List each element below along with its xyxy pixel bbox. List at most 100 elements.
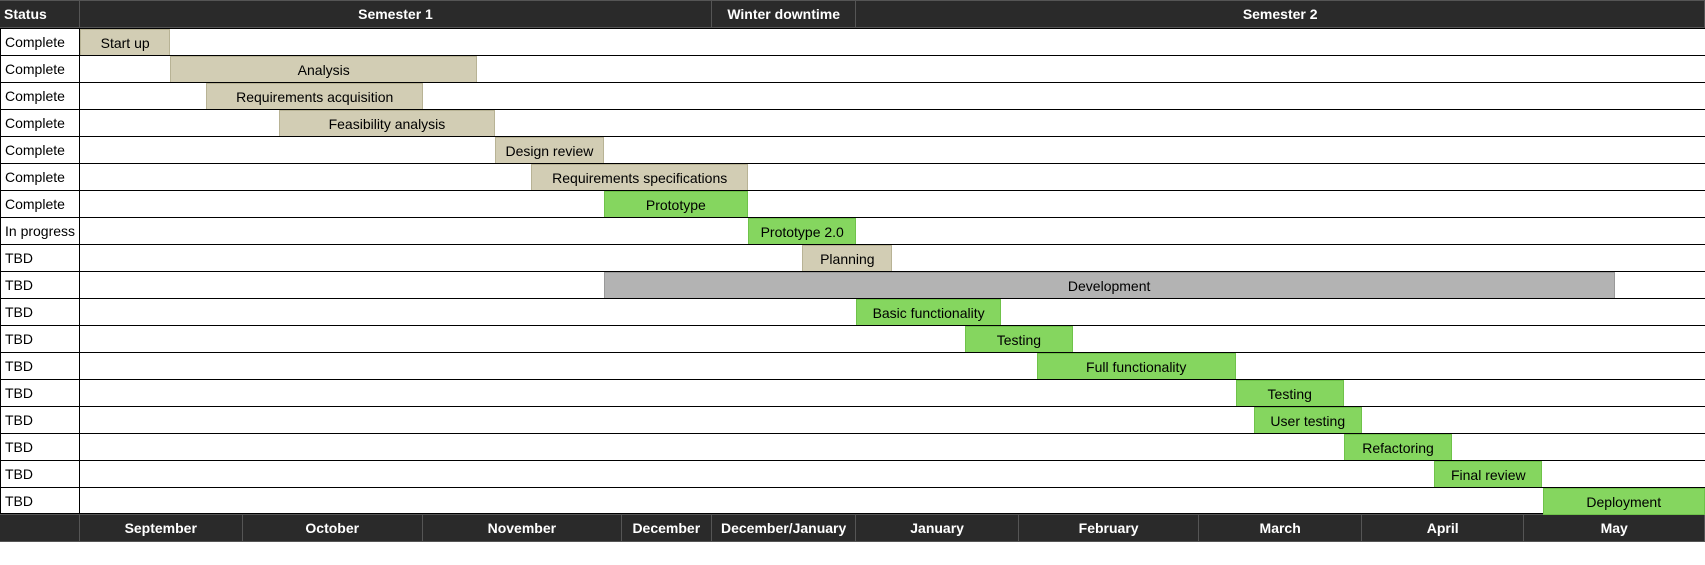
gantt-bar-label: Requirements acquisition <box>236 89 393 105</box>
gantt-bar: Planning <box>802 245 892 272</box>
gantt-row-track: Testing <box>80 380 1705 406</box>
gantt-bar: Prototype <box>604 191 748 218</box>
status-cell: In progress <box>0 218 80 244</box>
gantt-row: TBD Refactoring <box>0 433 1705 460</box>
status-cell: TBD <box>0 461 80 487</box>
top-header-sections: Semester 1Winter downtimeSemester 2 <box>80 0 1705 28</box>
gantt-bar: Final review <box>1434 461 1542 488</box>
status-cell: TBD <box>0 326 80 352</box>
gantt-row-track: Deployment <box>80 488 1705 513</box>
bottom-axis-month-label: April <box>1427 520 1459 536</box>
status-header: Status <box>0 0 80 28</box>
gantt-row-track: Design review <box>80 137 1705 163</box>
gantt-row-track: Start up <box>80 29 1705 55</box>
gantt-row-track: Planning <box>80 245 1705 271</box>
gantt-bar-label: Full functionality <box>1086 359 1186 375</box>
gantt-bar-label: Analysis <box>298 62 350 78</box>
bottom-axis-month: September <box>80 514 243 542</box>
status-cell: Complete <box>0 56 80 82</box>
status-cell: Complete <box>0 110 80 136</box>
status-cell: TBD <box>0 434 80 460</box>
gantt-bar: User testing <box>1254 407 1362 434</box>
gantt-bar-label: Prototype 2.0 <box>761 224 844 240</box>
status-cell: Complete <box>0 137 80 163</box>
gantt-row: Complete Analysis <box>0 55 1705 82</box>
gantt-row-track: Full functionality <box>80 353 1705 379</box>
gantt-row: Complete Feasibility analysis <box>0 109 1705 136</box>
gantt-bar: Deployment <box>1543 488 1705 515</box>
bottom-axis-month: April <box>1362 514 1525 542</box>
gantt-chart: Status Semester 1Winter downtimeSemester… <box>0 0 1705 542</box>
gantt-bar: Analysis <box>170 56 477 83</box>
gantt-bar-label: Deployment <box>1586 494 1661 510</box>
gantt-row-track: Basic functionality <box>80 299 1705 325</box>
gantt-row-track: Prototype 2.0 <box>80 218 1705 244</box>
gantt-bottom-axis: SeptemberOctoberNovemberDecemberDecember… <box>0 514 1705 542</box>
bottom-axis-month-label: September <box>125 520 197 536</box>
gantt-row-track: Refactoring <box>80 434 1705 460</box>
gantt-row: Complete Requirements specifications <box>0 163 1705 190</box>
gantt-bar-label: Testing <box>997 332 1041 348</box>
status-cell: Complete <box>0 83 80 109</box>
bottom-axis-month: May <box>1524 514 1705 542</box>
gantt-row: In progress Prototype 2.0 <box>0 217 1705 244</box>
gantt-row: TBD Testing <box>0 325 1705 352</box>
gantt-row: Complete Requirements acquisition <box>0 82 1705 109</box>
gantt-bar: Basic functionality <box>856 299 1000 326</box>
gantt-row: TBD Final review <box>0 460 1705 487</box>
gantt-row-track: Prototype <box>80 191 1705 217</box>
gantt-top-header: Status Semester 1Winter downtimeSemester… <box>0 0 1705 28</box>
gantt-row-track: Testing <box>80 326 1705 352</box>
status-cell: TBD <box>0 245 80 271</box>
gantt-row: TBD Planning <box>0 244 1705 271</box>
gantt-row: Complete Design review <box>0 136 1705 163</box>
gantt-row: TBDFull functionality <box>0 352 1705 379</box>
gantt-row: TBD Basic functionality <box>0 298 1705 325</box>
gantt-bar-label: Testing <box>1268 386 1312 402</box>
bottom-axis-month-label: December <box>632 520 700 536</box>
top-header-section: Semester 2 <box>856 0 1705 28</box>
bottom-axis-month: December/January <box>712 514 856 542</box>
bottom-axis-month: December <box>622 514 712 542</box>
gantt-bar: Refactoring <box>1344 434 1452 461</box>
status-cell: Complete <box>0 164 80 190</box>
gantt-row-track: Analysis <box>80 56 1705 82</box>
gantt-row-track: Requirements specifications <box>80 164 1705 190</box>
bottom-axis-months: SeptemberOctoberNovemberDecemberDecember… <box>80 514 1705 542</box>
gantt-row-track: Requirements acquisition <box>80 83 1705 109</box>
gantt-row-track: Feasibility analysis <box>80 110 1705 136</box>
top-header-section: Winter downtime <box>712 0 856 28</box>
status-cell: TBD <box>0 488 80 513</box>
gantt-bar: Development <box>604 272 1615 299</box>
status-cell: Complete <box>0 191 80 217</box>
gantt-bar: Requirements specifications <box>531 164 748 191</box>
gantt-bar-label: Refactoring <box>1362 440 1434 456</box>
top-header-section-label: Winter downtime <box>727 6 840 22</box>
gantt-row: Complete Prototype <box>0 190 1705 217</box>
status-cell: Complete <box>0 29 80 55</box>
bottom-axis-month: January <box>856 514 1019 542</box>
status-cell: TBD <box>0 407 80 433</box>
status-cell: TBD <box>0 299 80 325</box>
bottom-axis-month-label: February <box>1079 520 1139 536</box>
gantt-body: CompleteStart upCompleteAnalysisComplete… <box>0 28 1705 514</box>
status-cell: TBD <box>0 380 80 406</box>
gantt-row: TBD Deployment <box>0 487 1705 514</box>
gantt-row: TBD User testing <box>0 406 1705 433</box>
gantt-bar-label: Basic functionality <box>873 305 985 321</box>
gantt-bar-label: Requirements specifications <box>552 170 727 186</box>
bottom-axis-month: March <box>1199 514 1362 542</box>
bottom-axis-month-label: May <box>1601 520 1628 536</box>
gantt-bar-label: Design review <box>505 143 593 159</box>
gantt-bar-label: Prototype <box>646 197 706 213</box>
gantt-bar: Feasibility analysis <box>279 110 496 137</box>
gantt-row: TBD Development <box>0 271 1705 298</box>
bottom-axis-month-label: December/January <box>721 520 846 536</box>
gantt-row: CompleteStart up <box>0 28 1705 55</box>
bottom-axis-month-label: March <box>1260 520 1301 536</box>
status-cell: TBD <box>0 272 80 298</box>
gantt-bar: Full functionality <box>1037 353 1236 380</box>
bottom-axis-month-label: November <box>488 520 556 536</box>
gantt-bar-label: Planning <box>820 251 875 267</box>
gantt-bar-label: Development <box>1068 278 1151 294</box>
